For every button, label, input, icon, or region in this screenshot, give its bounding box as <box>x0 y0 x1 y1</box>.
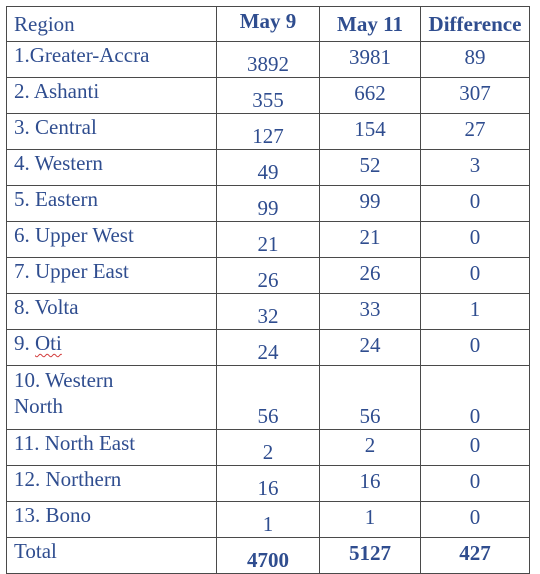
difference-cell: 89 <box>420 41 530 78</box>
region-cell: 4. Western <box>6 149 217 186</box>
difference-cell: 27 <box>420 113 530 150</box>
may11-cell: 1 <box>319 501 421 538</box>
may11-cell: 21 <box>319 221 421 258</box>
difference-cell: 0 <box>420 185 530 222</box>
table-row: 13. Bono 1 1 0 <box>6 501 530 538</box>
header-row: Region May 9 May 11 Difference <box>6 6 530 42</box>
difference-cell: 307 <box>420 77 530 114</box>
region-cell: 5. Eastern <box>6 185 217 222</box>
may11-cell: 3981 <box>319 41 421 78</box>
may11-cell: 154 <box>319 113 421 150</box>
total-may11: 5127 <box>319 537 421 574</box>
region-cell: 13. Bono <box>6 501 217 538</box>
difference-cell: 0 <box>420 365 530 430</box>
may9-cell: 2 <box>216 429 320 466</box>
table-row: 7. Upper East 26 26 0 <box>6 257 530 294</box>
table-row: 11. North East 2 2 0 <box>6 429 530 466</box>
total-may9: 4700 <box>216 537 320 574</box>
may9-cell: 16 <box>216 465 320 502</box>
region-line-1: 10. Western <box>14 368 114 392</box>
table-row: 9. Oti 24 24 0 <box>6 329 530 366</box>
difference-cell: 0 <box>420 501 530 538</box>
may9-cell: 21 <box>216 221 320 258</box>
region-line-2: North <box>14 394 63 418</box>
difference-cell: 0 <box>420 257 530 294</box>
region-cell: 1.Greater-Accra <box>6 41 217 78</box>
region-cell: 2. Ashanti <box>6 77 217 114</box>
may11-cell: 52 <box>319 149 421 186</box>
may11-cell: 99 <box>319 185 421 222</box>
difference-cell: 0 <box>420 429 530 466</box>
table-row: 12. Northern 16 16 0 <box>6 465 530 502</box>
region-cell: 10. Western North <box>6 365 217 430</box>
may11-cell: 56 <box>319 365 421 430</box>
header-region: Region <box>6 6 217 42</box>
difference-cell: 1 <box>420 293 530 330</box>
may11-cell: 16 <box>319 465 421 502</box>
table-row: 2. Ashanti 355 662 307 <box>6 77 530 114</box>
may9-cell: 99 <box>216 185 320 222</box>
may11-cell: 2 <box>319 429 421 466</box>
may9-cell: 26 <box>216 257 320 294</box>
difference-cell: 0 <box>420 465 530 502</box>
may9-cell: 49 <box>216 149 320 186</box>
table-row: 3. Central 127 154 27 <box>6 113 530 150</box>
header-difference: Difference <box>420 6 530 42</box>
region-cell: 8. Volta <box>6 293 217 330</box>
may11-cell: 26 <box>319 257 421 294</box>
region-cell: 3. Central <box>6 113 217 150</box>
total-difference: 427 <box>420 537 530 574</box>
table-row: 1.Greater-Accra 3892 3981 89 <box>6 41 530 78</box>
may11-cell: 33 <box>319 293 421 330</box>
table-row: 10. Western North 56 56 0 <box>6 365 530 430</box>
header-may9: May 9 <box>216 6 320 42</box>
may11-cell: 24 <box>319 329 421 366</box>
table-row: 4. Western 49 52 3 <box>6 149 530 186</box>
spellcheck-flagged-word: Oti <box>35 331 62 355</box>
may9-cell: 24 <box>216 329 320 366</box>
region-cell: 11. North East <box>6 429 217 466</box>
may9-cell: 32 <box>216 293 320 330</box>
region-cell: 6. Upper West <box>6 221 217 258</box>
table-row: 5. Eastern 99 99 0 <box>6 185 530 222</box>
region-cases-table: Region May 9 May 11 Difference 1.Greater… <box>6 6 530 574</box>
total-row: Total 4700 5127 427 <box>6 537 530 574</box>
total-label: Total <box>6 537 217 574</box>
may9-cell: 56 <box>216 365 320 430</box>
region-cell: 7. Upper East <box>6 257 217 294</box>
difference-cell: 0 <box>420 221 530 258</box>
may9-cell: 127 <box>216 113 320 150</box>
region-cell: 12. Northern <box>6 465 217 502</box>
table-row: 6. Upper West 21 21 0 <box>6 221 530 258</box>
region-cell: 9. Oti <box>6 329 217 366</box>
difference-cell: 0 <box>420 329 530 366</box>
region-prefix: 9. <box>14 331 35 355</box>
may9-cell: 1 <box>216 501 320 538</box>
difference-cell: 3 <box>420 149 530 186</box>
header-may11: May 11 <box>319 6 421 42</box>
may9-cell: 355 <box>216 77 320 114</box>
may9-cell: 3892 <box>216 41 320 78</box>
table-row: 8. Volta 32 33 1 <box>6 293 530 330</box>
may11-cell: 662 <box>319 77 421 114</box>
